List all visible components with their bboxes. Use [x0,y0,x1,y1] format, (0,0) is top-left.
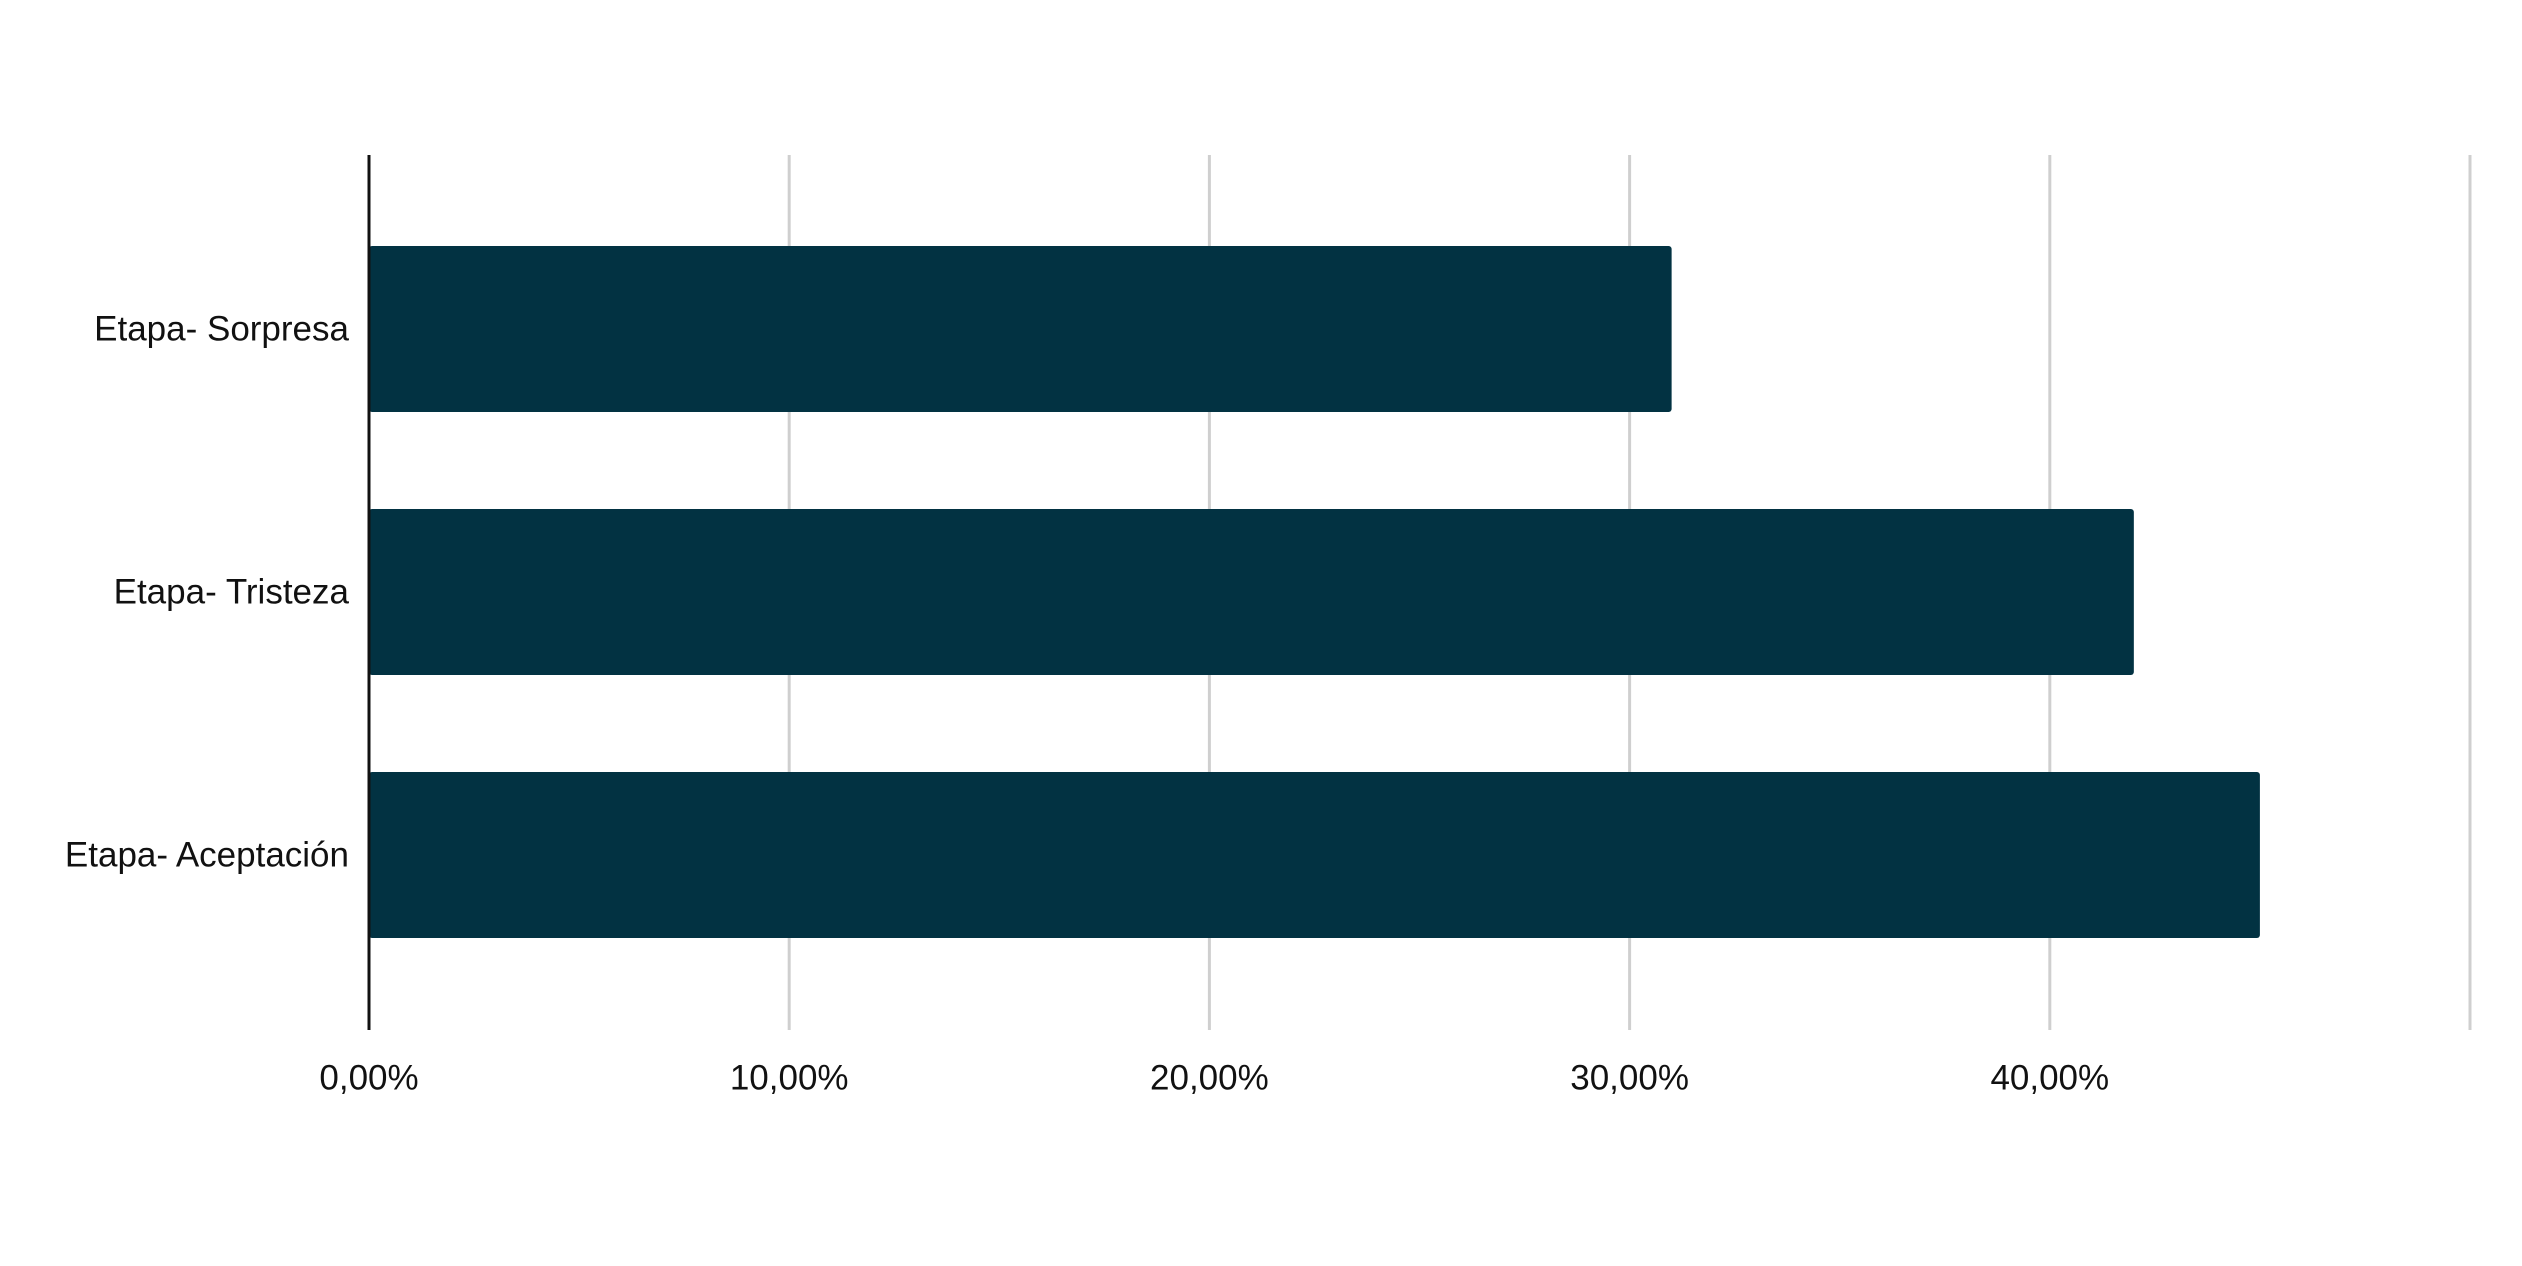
x-tick-label: 40,00% [1990,1059,2109,1098]
category-label: Etapa- Aceptación [65,836,349,875]
category-label: Etapa- Sorpresa [94,310,349,349]
x-tick-labels: 0,00% 10,00% 20,00% 30,00% 40,00% [319,1059,2109,1098]
bar-1 [369,246,1672,412]
category-labels: Etapa- Sorpresa Etapa- Tristeza Etapa- Ace… [65,310,350,875]
x-tick-label: 10,00% [730,1059,849,1098]
x-tick-label: 0,00% [319,1059,418,1098]
category-label: Etapa- Tristeza [114,573,350,612]
x-tick-label: 30,00% [1570,1059,1689,1098]
bars [369,246,2260,938]
x-tick-label: 20,00% [1150,1059,1269,1098]
bar-3 [369,772,2260,938]
bar-2 [369,509,2134,675]
